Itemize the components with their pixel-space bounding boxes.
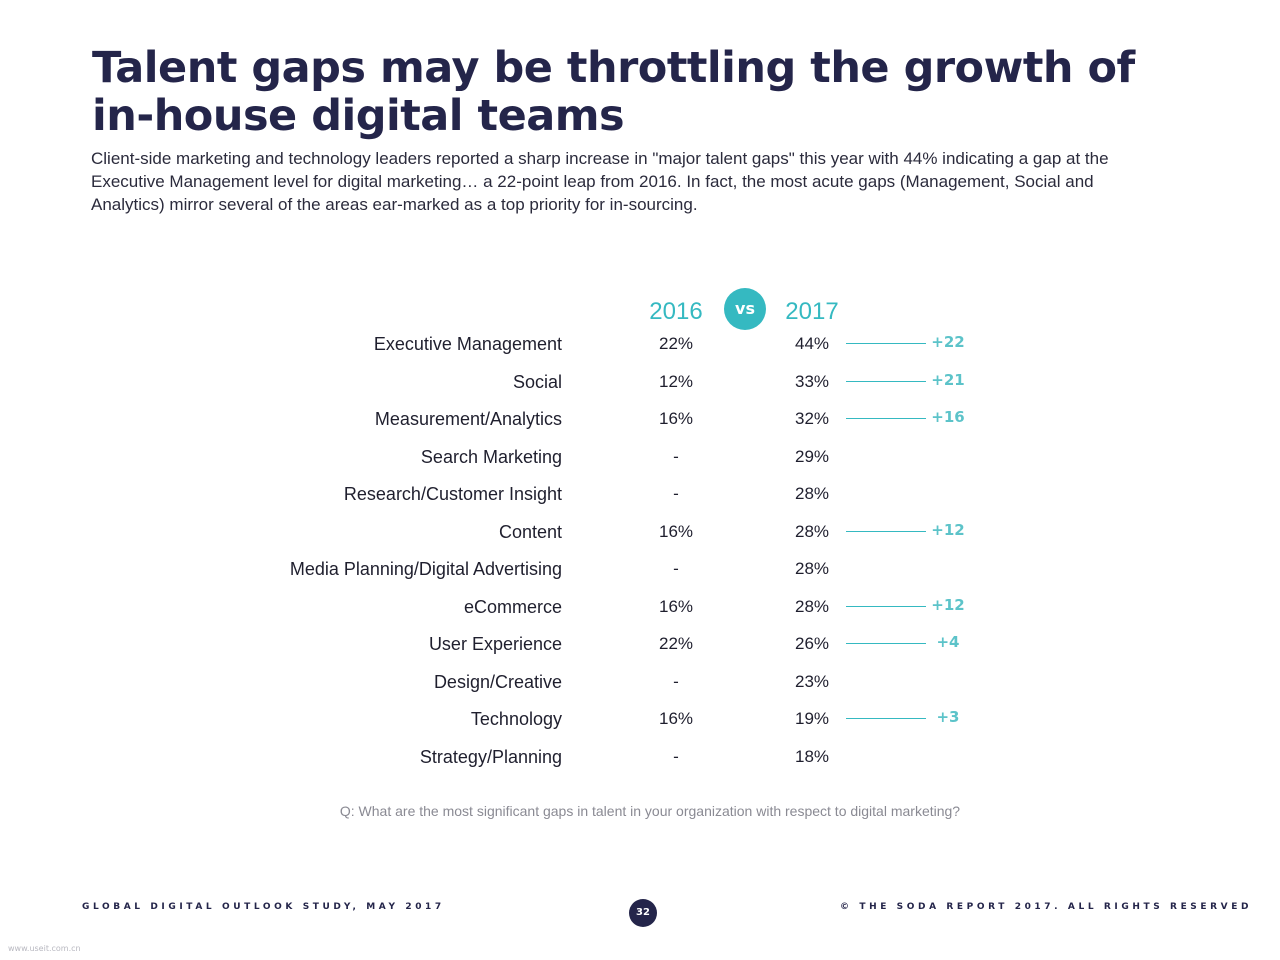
table-row: Technology 16% 19% +3 (0, 704, 1280, 734)
row-value-2016: 16% (658, 709, 694, 728)
row-value-2017: 28% (794, 597, 830, 616)
row-category: Technology (470, 709, 562, 729)
table-row: Social 12% 33% +21 (0, 367, 1280, 397)
delta-connector-line (846, 606, 926, 607)
row-value-2017: 18% (794, 747, 830, 766)
delta-connector-line (846, 531, 926, 532)
row-value-2016: 16% (658, 597, 694, 616)
table-row: Executive Management 22% 44% +22 (0, 329, 1280, 359)
row-value-2017: 23% (794, 672, 830, 691)
table-row: Strategy/Planning - 18% (0, 742, 1280, 772)
row-category: Measurement/Analytics (374, 409, 562, 429)
row-value-2017: 32% (794, 409, 830, 428)
delta-connector-line (846, 381, 926, 382)
row-value-2016: - (673, 447, 679, 466)
row-value-2016: - (673, 559, 679, 578)
footer-study-title: GLOBAL DIGITAL OUTLOOK STUDY, MAY 2017 (82, 902, 445, 912)
delta-connector-line (846, 343, 926, 344)
page-title: Talent gaps may be throttling the growth… (92, 43, 1135, 141)
row-category: Content (498, 522, 562, 542)
table-row: Content 16% 28% +12 (0, 517, 1280, 547)
delta-connector-line (846, 643, 926, 644)
column-header-2017: 2017 (785, 298, 839, 325)
table-row: eCommerce 16% 28% +12 (0, 592, 1280, 622)
delta-connector-line (846, 718, 926, 719)
row-category: Executive Management (373, 334, 562, 354)
row-value-2016: 22% (658, 634, 694, 653)
row-delta: +12 (931, 596, 965, 614)
row-value-2017: 26% (794, 634, 830, 653)
row-category: Social (512, 372, 562, 392)
row-value-2016: 16% (658, 409, 694, 428)
row-delta: +12 (931, 521, 965, 539)
table-row: Design/Creative - 23% (0, 667, 1280, 697)
row-category: Research/Customer Insight (343, 484, 562, 504)
row-value-2016: - (673, 484, 679, 503)
vs-badge: vs (724, 288, 766, 330)
row-delta: +16 (931, 408, 965, 426)
table-row: Media Planning/Digital Advertising - 28% (0, 554, 1280, 584)
row-value-2017: 44% (794, 334, 830, 353)
row-value-2016: - (673, 672, 679, 691)
row-delta: +4 (936, 633, 960, 651)
row-delta: +21 (931, 371, 965, 389)
table-row: User Experience 22% 26% +4 (0, 629, 1280, 659)
row-value-2017: 19% (794, 709, 830, 728)
table-row: Research/Customer Insight - 28% (0, 479, 1280, 509)
row-value-2016: 12% (658, 372, 694, 391)
row-category: User Experience (428, 634, 562, 654)
row-category: Design/Creative (433, 672, 562, 692)
row-category: Media Planning/Digital Advertising (289, 559, 562, 579)
row-value-2017: 28% (794, 484, 830, 503)
row-value-2017: 28% (794, 522, 830, 541)
row-category: eCommerce (463, 597, 562, 617)
delta-connector-line (846, 418, 926, 419)
row-value-2017: 29% (794, 447, 830, 466)
table-row: Measurement/Analytics 16% 32% +16 (0, 404, 1280, 434)
row-value-2016: - (673, 747, 679, 766)
footer-copyright: © THE SODA REPORT 2017. ALL RIGHTS RESER… (840, 902, 1253, 912)
row-value-2017: 28% (794, 559, 830, 578)
row-value-2016: 16% (658, 522, 694, 541)
row-category: Strategy/Planning (419, 747, 562, 767)
row-delta: +22 (931, 333, 965, 351)
page-subtitle: Client-side marketing and technology lea… (91, 149, 1109, 214)
row-value-2016: 22% (658, 334, 694, 353)
row-category: Search Marketing (420, 447, 562, 467)
row-delta: +3 (936, 708, 960, 726)
column-header-2016: 2016 (649, 298, 703, 325)
row-value-2017: 33% (794, 372, 830, 391)
table-row: Search Marketing - 29% (0, 442, 1280, 472)
watermark: www.useit.com.cn (8, 944, 81, 953)
survey-question: Q: What are the most significant gaps in… (339, 803, 961, 819)
page-number-badge: 32 (629, 899, 657, 927)
